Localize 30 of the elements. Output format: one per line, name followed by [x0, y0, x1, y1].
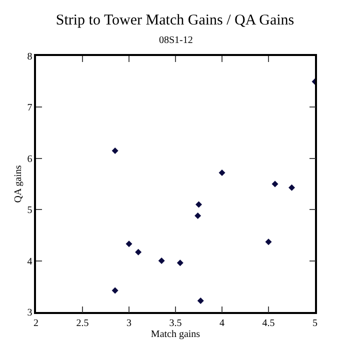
point [272, 180, 278, 188]
y-tick-label: 7 [27, 102, 32, 114]
y-tick-label: 6 [27, 154, 32, 165]
x-tick-label: 3.5 [169, 318, 182, 329]
x-tick-label: 5 [312, 318, 318, 329]
y-tick-label: 8 [27, 52, 32, 62]
chart-subtitle: 08S1-12 [159, 35, 193, 46]
y-tick-label: 3 [27, 308, 32, 318]
point [135, 248, 142, 256]
y-axis-title: QA gains [12, 165, 24, 203]
point [158, 258, 165, 264]
x-axis-title: Match gains [150, 328, 200, 340]
x-tick-label: 2.5 [76, 318, 89, 329]
point [176, 260, 184, 266]
x-tick-label: 3 [126, 318, 132, 329]
point [288, 184, 295, 191]
point [196, 201, 202, 208]
chart-title: Strip to Tower Match Gains / QA Gains [56, 12, 294, 28]
y-tick-label: 5 [27, 205, 32, 216]
point [218, 169, 226, 176]
point [126, 240, 132, 248]
y-tick-label: 4 [27, 256, 32, 268]
x-tick-label: 4.5 [262, 318, 275, 329]
point [112, 147, 118, 154]
point [265, 238, 272, 246]
point [112, 287, 118, 294]
x-tick-label: 2 [34, 318, 38, 329]
point [197, 297, 204, 304]
x-tick-label: 4 [220, 318, 224, 329]
point [194, 212, 202, 219]
